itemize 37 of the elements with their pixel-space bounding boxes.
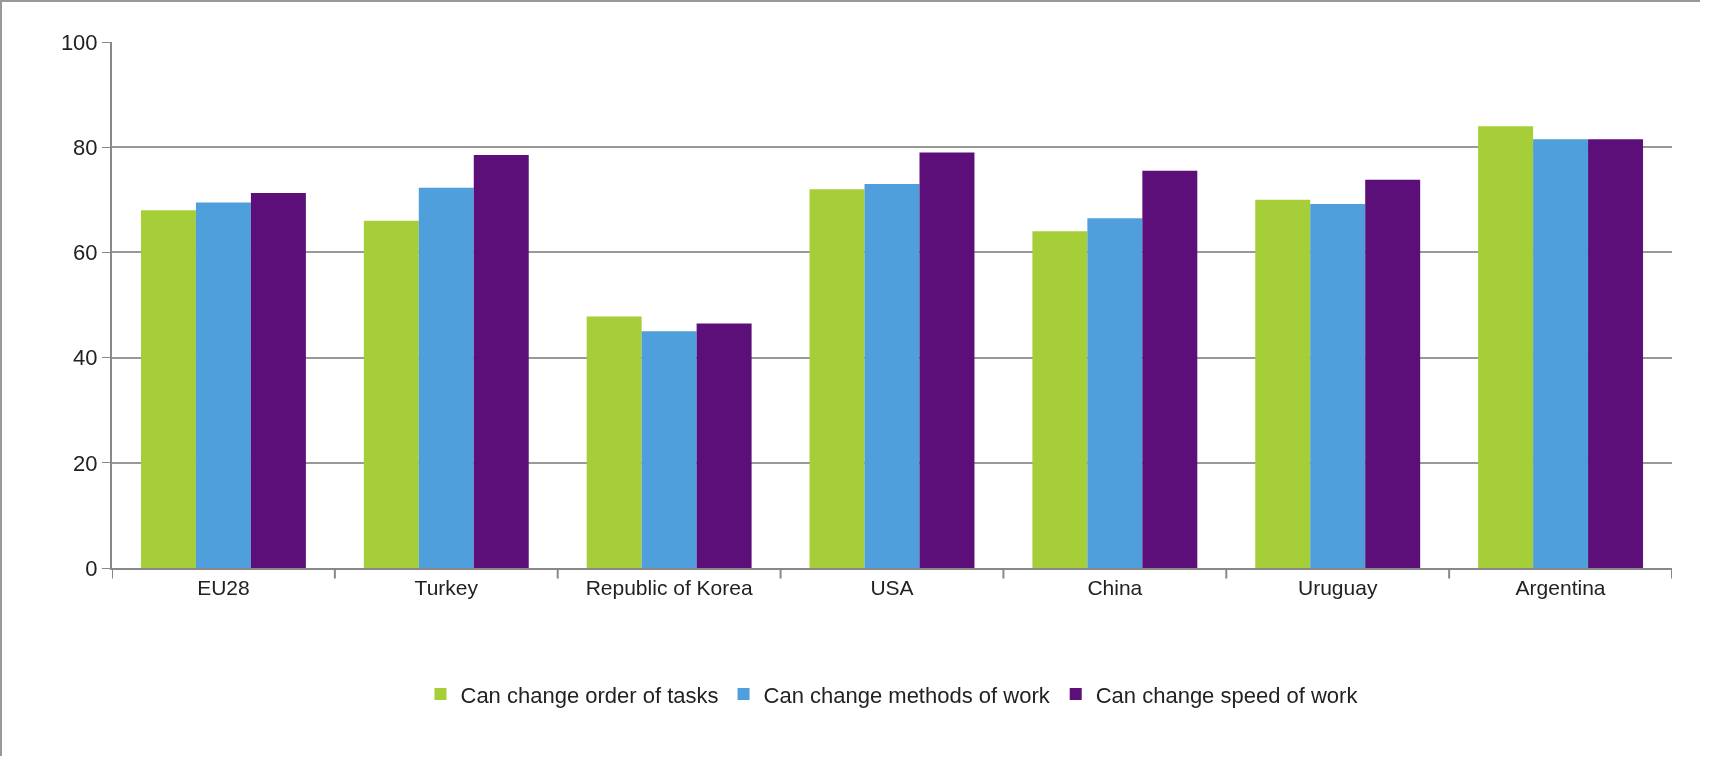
bar [1533, 139, 1589, 568]
bar [809, 189, 865, 568]
y-tick-label: 40 [73, 345, 98, 371]
bar [140, 210, 196, 568]
bar [195, 202, 251, 568]
x-tick-label: USA [870, 576, 914, 600]
bar [1310, 204, 1366, 568]
x-tick-label: Turkey [414, 576, 479, 600]
bar [864, 184, 920, 568]
bar [418, 187, 474, 568]
x-tick-label: China [1087, 576, 1143, 600]
bar [363, 220, 419, 568]
x-tick-label: Uruguay [1298, 576, 1378, 600]
bar [1478, 126, 1534, 568]
legend-label: Can change order of tasks [460, 682, 719, 708]
bar [1032, 231, 1088, 568]
bar [473, 155, 529, 568]
x-tick-label: Republic of Korea [585, 576, 753, 600]
bar [696, 323, 752, 568]
bar [1588, 139, 1644, 568]
legend-label: Can change methods of work [763, 682, 1051, 708]
bar [250, 192, 306, 568]
bar [1087, 218, 1143, 568]
y-tick-label: 80 [73, 134, 98, 160]
bar [641, 331, 697, 568]
bar [919, 152, 975, 568]
legend-label: Can change speed of work [1095, 682, 1359, 708]
x-tick-label: Argentina [1515, 576, 1606, 600]
bar [1142, 170, 1198, 568]
bar [586, 316, 642, 568]
y-tick-label: 60 [73, 240, 98, 266]
bar [1255, 199, 1311, 568]
y-tick-label: 100 [60, 29, 98, 55]
y-tick-label: 20 [73, 450, 98, 476]
x-tick-label: EU28 [197, 576, 250, 600]
y-tick-label: 0 [85, 555, 98, 581]
bar [1365, 179, 1421, 568]
